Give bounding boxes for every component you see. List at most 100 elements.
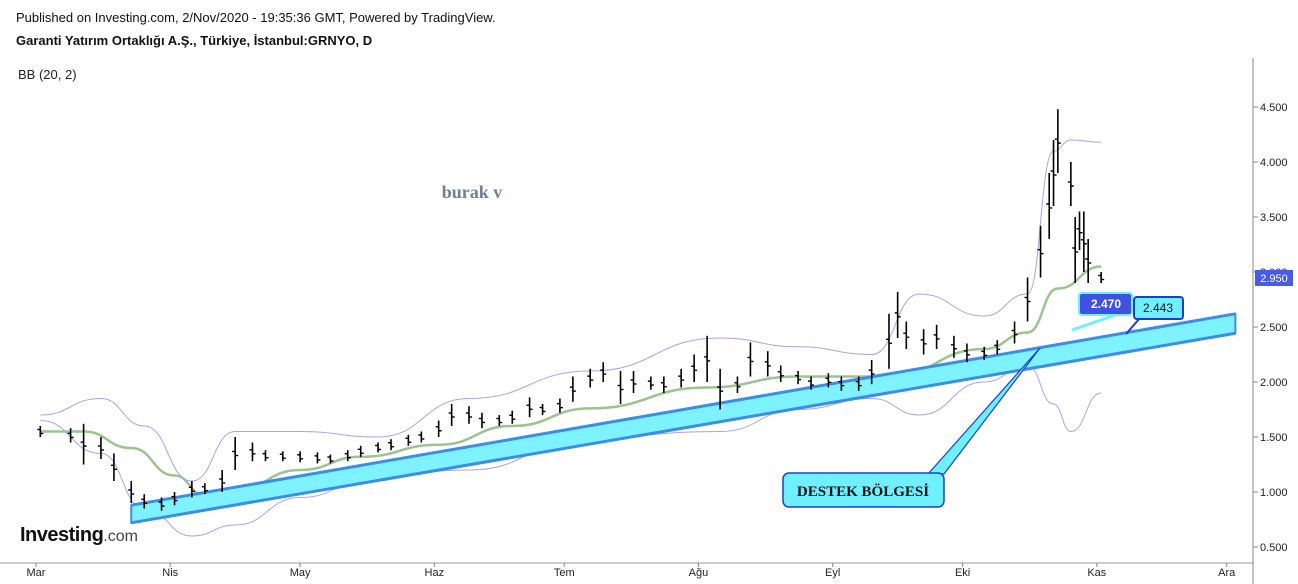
- time-tick-label: Tem: [554, 567, 575, 579]
- price-bar: [1085, 239, 1092, 283]
- price-bar: [249, 442, 256, 462]
- price-tick-label: 4.000: [1260, 157, 1288, 169]
- price-bar: [357, 445, 364, 457]
- price-bar: [569, 376, 576, 402]
- price-bar: [539, 404, 546, 415]
- price-bar: [734, 376, 741, 393]
- trend-lower-value: 2.443: [1143, 301, 1173, 315]
- price-bar: [950, 335, 957, 358]
- watermark-text: burak v: [442, 182, 503, 202]
- price-bar: [37, 426, 44, 437]
- lower-value-leader: [1125, 317, 1141, 335]
- price-bar: [630, 371, 637, 393]
- price-bar: [587, 368, 594, 388]
- last-price-box: [1255, 270, 1293, 286]
- price-bar: [903, 321, 910, 349]
- price-bar: [201, 483, 208, 495]
- price-bar: [375, 442, 382, 453]
- price-bar: [795, 371, 802, 385]
- price-bar: [1011, 321, 1018, 344]
- price-bar: [435, 420, 442, 437]
- price-bar: [110, 453, 117, 481]
- price-bar: [981, 346, 988, 360]
- price-bar: [617, 371, 624, 404]
- price-bar: [704, 335, 711, 382]
- upper-value-leader: [1071, 312, 1119, 332]
- price-bar: [1080, 211, 1087, 272]
- trend-upper-value-box: [1078, 292, 1133, 316]
- price-bar: [327, 454, 334, 464]
- price-bar: [1050, 140, 1057, 206]
- price-bar: [920, 329, 927, 355]
- price-bar: [171, 492, 178, 506]
- price-tick-label: 2.500: [1260, 322, 1288, 334]
- price-bar: [262, 450, 269, 462]
- price-tick-label: 2.000: [1260, 377, 1288, 389]
- price-bar: [678, 368, 685, 388]
- price-bar: [188, 481, 195, 498]
- indicator-label[interactable]: BB (20, 2): [18, 67, 77, 82]
- price-bar: [764, 351, 771, 377]
- price-bar: [600, 362, 607, 382]
- price-bar: [994, 340, 1001, 355]
- price-bar: [691, 354, 698, 382]
- price-bar: [128, 481, 135, 503]
- price-bar: [526, 397, 533, 418]
- price-bar: [97, 437, 104, 459]
- price-bar: [141, 494, 148, 509]
- time-tick-label: Eki: [955, 567, 970, 579]
- logo-main: Investing: [20, 524, 104, 546]
- price-bar: [855, 376, 862, 391]
- price-bar: [418, 431, 425, 443]
- price-bar: [478, 412, 485, 429]
- price-bars: [37, 109, 1105, 511]
- channel-lower-edge: [130, 331, 1236, 525]
- price-bar: [1098, 272, 1105, 283]
- price-bar: [388, 439, 395, 451]
- price-bar: [1037, 225, 1044, 278]
- price-bar: [885, 313, 892, 369]
- symbol-title: Garanti Yatırım Ortaklığı A.Ş., Türkiye,…: [16, 33, 373, 48]
- price-bar: [80, 423, 87, 465]
- trend-upper-value: 2.470: [1091, 297, 1121, 311]
- price-bar: [465, 406, 472, 424]
- price-bar: [279, 451, 286, 462]
- price-bar: [838, 376, 845, 391]
- price-bar: [344, 450, 351, 462]
- price-bar: [868, 360, 875, 385]
- price-bar: [556, 398, 563, 413]
- published-note: Published on Investing.com, 2/Nov/2020 -…: [16, 10, 496, 25]
- support-channel: [130, 312, 1237, 525]
- price-axis: 0.5001.0001.5002.0002.5003.0003.5004.000…: [1253, 102, 1288, 554]
- price-bar: [509, 410, 516, 424]
- price-tick-label: 1.500: [1260, 432, 1288, 444]
- investing-logo: Investing.com: [20, 524, 138, 547]
- price-bar: [1067, 162, 1074, 206]
- price-bar: [747, 342, 754, 377]
- price-bar: [808, 376, 815, 390]
- price-bar: [717, 368, 724, 410]
- price-bar: [1054, 109, 1061, 173]
- logo-suffix: .com: [103, 528, 138, 545]
- price-bar: [825, 373, 832, 388]
- time-tick-label: Eyl: [825, 567, 840, 579]
- price-bar: [496, 415, 503, 426]
- price-bar: [67, 428, 74, 443]
- time-tick-label: Haz: [425, 567, 445, 579]
- time-tick-label: Nis: [162, 567, 178, 579]
- time-tick-label: Ağu: [689, 567, 709, 579]
- price-bar: [963, 343, 970, 363]
- price-bar: [158, 497, 165, 511]
- price-tick-label: 3.500: [1260, 212, 1288, 224]
- price-bar: [314, 452, 321, 464]
- price-bar: [1076, 211, 1083, 250]
- price-bar: [232, 437, 239, 470]
- price-bar: [933, 324, 940, 349]
- time-tick-label: Kas: [1087, 567, 1106, 579]
- channel-upper-edge: [130, 312, 1236, 507]
- support-channel-band: [130, 312, 1237, 524]
- price-bar: [448, 404, 455, 426]
- price-bar: [894, 291, 901, 338]
- annotations: burak v DESTEK BÖLGESİ 2.470 2.443: [442, 182, 1184, 508]
